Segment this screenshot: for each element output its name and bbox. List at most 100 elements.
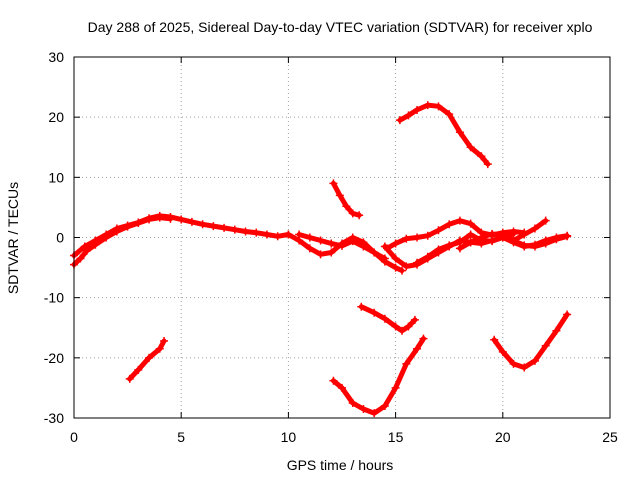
x-tick-label: 0 <box>70 429 78 445</box>
data-point <box>198 220 207 229</box>
data-point <box>342 202 351 211</box>
data-point <box>530 242 539 251</box>
data-point <box>455 244 464 253</box>
data-point <box>338 383 346 392</box>
data-point <box>398 266 407 275</box>
x-tick-label: 20 <box>495 429 511 445</box>
data-point <box>398 326 407 335</box>
series-seg-right-bowl <box>490 310 572 372</box>
chart-title: Day 288 of 2025, Sidereal Day-to-day VTE… <box>88 19 593 35</box>
data-point <box>395 116 404 125</box>
series-band <box>511 218 549 243</box>
data-point <box>209 222 218 231</box>
data-point <box>410 315 419 324</box>
data-point <box>434 226 443 235</box>
y-tick-label: 20 <box>48 109 64 125</box>
data-point <box>134 365 143 374</box>
data-point <box>370 409 379 418</box>
data-point <box>327 248 336 257</box>
data-point <box>329 376 338 385</box>
data-point <box>370 308 379 317</box>
data-point <box>230 225 239 234</box>
data-point <box>76 254 85 263</box>
data-point <box>466 219 475 228</box>
data-point <box>413 233 422 242</box>
data-point <box>477 152 486 161</box>
data-point <box>423 231 432 240</box>
data-point <box>404 111 413 120</box>
data-point <box>82 246 91 255</box>
data-point <box>541 239 550 248</box>
data-point <box>316 250 325 259</box>
data-point <box>305 244 314 253</box>
series-seg-high-arc <box>395 101 492 169</box>
series-seg-eve-up <box>329 179 364 220</box>
axis-ticks: 0 5 10 15 20 25 -30 -20 -10 0 10 20 30 <box>44 49 618 445</box>
data-point <box>160 336 169 345</box>
data-point <box>466 230 475 239</box>
data-point <box>102 233 111 242</box>
data-point <box>220 223 229 232</box>
y-axis-label: SDTVAR / TECUs <box>5 182 21 294</box>
data-point <box>370 248 379 257</box>
series-band <box>127 338 167 382</box>
data-point <box>445 110 454 119</box>
data-point <box>134 219 143 228</box>
data-point <box>335 191 344 200</box>
data-point <box>520 230 529 239</box>
series-seg-evening-2 <box>295 230 389 263</box>
data-point <box>455 216 464 225</box>
data-point <box>483 160 492 169</box>
y-tick-label: 0 <box>56 230 64 246</box>
x-tick-label: 25 <box>602 429 618 445</box>
data-point <box>419 334 428 343</box>
series-seg-early-neg20 <box>125 336 169 383</box>
data-point <box>520 241 529 250</box>
data-point <box>145 215 154 224</box>
series-seg-neg10 <box>357 302 419 335</box>
data-point <box>563 310 572 319</box>
data-point <box>477 233 486 242</box>
data-point <box>413 105 422 114</box>
data-point <box>155 213 164 222</box>
data-point <box>252 228 261 237</box>
data-point <box>80 242 89 251</box>
data-point <box>359 242 368 251</box>
data-point <box>423 252 432 261</box>
y-tick-label: 10 <box>48 169 64 185</box>
data-point <box>391 254 400 263</box>
data-point <box>530 224 539 233</box>
data-point <box>552 326 561 335</box>
data-point <box>402 262 411 271</box>
data-point <box>348 237 357 246</box>
data-point <box>177 215 186 224</box>
data-point <box>391 383 400 392</box>
data-point <box>316 236 325 245</box>
series-band <box>414 231 516 266</box>
data-point <box>273 232 282 241</box>
data-point <box>123 222 132 231</box>
data-point <box>329 179 338 188</box>
data-point <box>305 233 314 242</box>
data-point <box>498 347 507 356</box>
x-tick-label: 10 <box>281 429 297 445</box>
y-tick-label: -10 <box>44 290 64 306</box>
data-point <box>541 341 550 350</box>
data-point <box>509 359 518 368</box>
data-point <box>391 322 400 331</box>
series-seg-early-low <box>70 213 175 269</box>
data-point <box>541 216 550 225</box>
x-axis-label: GPS time / hours <box>287 457 394 473</box>
data-point <box>402 234 411 243</box>
data-point <box>380 254 389 263</box>
data-point <box>125 374 134 383</box>
data-point <box>488 229 497 238</box>
series-band <box>330 336 426 416</box>
data-point <box>509 236 518 245</box>
series-band <box>285 232 405 274</box>
data-point <box>155 344 164 353</box>
data-point <box>563 232 572 241</box>
data-point <box>434 245 443 254</box>
data-point <box>348 209 357 218</box>
